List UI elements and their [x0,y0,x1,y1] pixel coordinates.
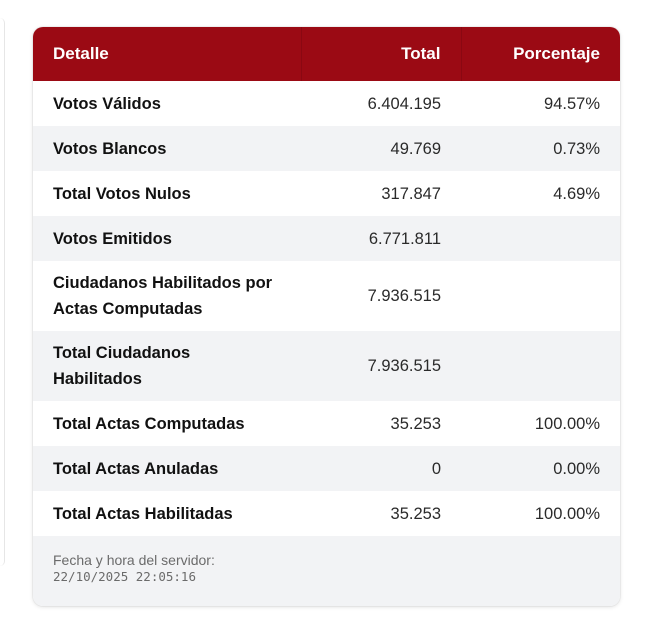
row-percentage [461,216,620,261]
row-label: Total Actas Anuladas [53,459,219,478]
header-detalle: Detalle [33,27,302,81]
server-time-label: Fecha y hora del servidor: [53,552,215,568]
results-table: Detalle Total Porcentaje Votos Válidos 6… [33,27,620,536]
row-percentage: 0.73% [553,139,600,158]
row-percentage: 94.57% [544,94,600,113]
server-time-footer: Fecha y hora del servidor: 22/10/2025 22… [33,536,620,606]
row-total: 317.847 [381,184,441,203]
row-total: 6.404.195 [367,94,441,113]
row-percentage: 100.00% [534,504,600,523]
header-total: Total [301,27,462,81]
adjacent-panel-edge [0,18,5,566]
row-percentage: 4.69% [553,184,600,203]
row-label: Total Ciudadanos Habilitados [53,344,191,388]
header-porcentaje: Porcentaje [513,44,600,63]
table-row: Total Actas Anuladas 0 0.00% [33,446,620,491]
row-total: 7.936.515 [367,287,441,305]
row-percentage: 100.00% [534,414,600,433]
row-total: 7.936.515 [367,357,441,375]
row-label: Total Votos Nulos [53,184,191,203]
row-percentage: 0.00% [553,459,600,478]
row-total: 6.771.811 [368,229,441,248]
row-label: Votos Emitidos [53,229,172,248]
table-row: Total Ciudadanos Habilitados 7.936.515 [33,331,620,401]
row-percentage [461,261,620,331]
table-row: Total Actas Habilitadas 35.253 100.00% [33,491,620,536]
row-total: 0 [431,459,441,478]
table-row: Votos Emitidos 6.771.811 [33,216,620,261]
table-row: Total Votos Nulos 317.847 4.69% [33,171,620,216]
row-percentage [461,331,620,401]
server-timestamp: 22/10/2025 22:05:16 [53,569,196,584]
row-total: 35.253 [390,414,441,433]
row-label: Total Actas Computadas [53,414,245,433]
table-row: Votos Válidos 6.404.195 94.57% [33,81,620,126]
table-row: Votos Blancos 49.769 0.73% [33,126,620,171]
row-label: Ciudadanos Habilitados por Actas Computa… [53,274,273,318]
table-header-row: Detalle Total Porcentaje [33,27,620,81]
row-total: 49.769 [390,139,441,158]
table-row: Total Actas Computadas 35.253 100.00% [33,401,620,446]
row-label: Votos Válidos [53,94,161,113]
results-summary-card: Detalle Total Porcentaje Votos Válidos 6… [33,27,620,606]
row-label: Total Actas Habilitadas [53,504,233,523]
row-label: Votos Blancos [53,139,167,158]
table-row: Ciudadanos Habilitados por Actas Computa… [33,261,620,331]
row-total: 35.253 [390,504,441,523]
